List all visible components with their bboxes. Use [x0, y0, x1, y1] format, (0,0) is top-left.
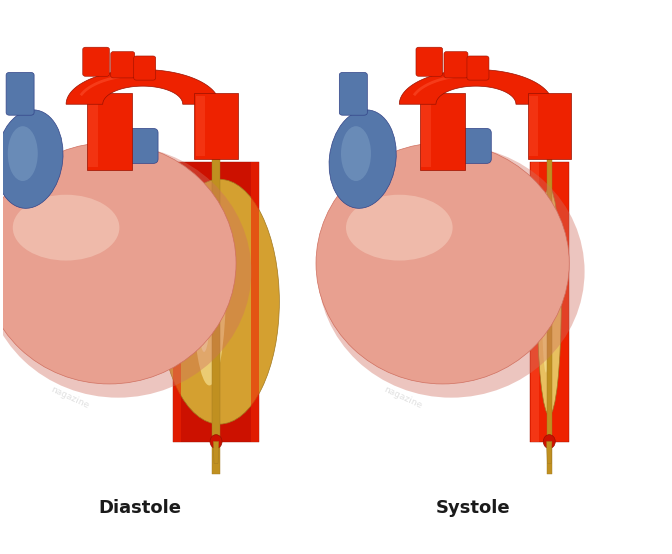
Polygon shape: [196, 96, 205, 156]
Ellipse shape: [196, 210, 212, 352]
Polygon shape: [546, 107, 552, 474]
FancyBboxPatch shape: [424, 129, 491, 163]
Text: nagazine: nagazine: [382, 385, 423, 411]
Polygon shape: [420, 93, 465, 170]
Ellipse shape: [543, 435, 555, 448]
Ellipse shape: [316, 142, 569, 384]
Polygon shape: [399, 70, 552, 104]
Polygon shape: [87, 93, 132, 170]
Text: Systole: Systole: [435, 500, 510, 517]
Polygon shape: [214, 442, 218, 464]
Ellipse shape: [0, 110, 63, 208]
FancyBboxPatch shape: [6, 73, 34, 115]
FancyBboxPatch shape: [431, 138, 461, 153]
Ellipse shape: [0, 145, 251, 398]
FancyBboxPatch shape: [111, 52, 134, 78]
Polygon shape: [212, 107, 220, 474]
Ellipse shape: [538, 188, 561, 415]
Text: nagazine: nagazine: [49, 385, 90, 411]
Polygon shape: [421, 96, 431, 167]
Polygon shape: [173, 162, 259, 442]
FancyBboxPatch shape: [91, 129, 158, 163]
FancyBboxPatch shape: [467, 56, 489, 80]
FancyBboxPatch shape: [83, 47, 110, 76]
Text: nagazine.Apo: nagazine.Apo: [373, 304, 432, 338]
Text: Diastole: Diastole: [98, 500, 181, 517]
Polygon shape: [173, 162, 181, 442]
FancyBboxPatch shape: [444, 52, 468, 78]
Ellipse shape: [13, 195, 120, 260]
Ellipse shape: [193, 192, 226, 386]
Ellipse shape: [8, 126, 38, 181]
Text: nagazine.Apo: nagazine.Apo: [53, 304, 112, 338]
Ellipse shape: [329, 110, 396, 208]
Ellipse shape: [210, 435, 222, 448]
Ellipse shape: [542, 205, 550, 373]
Ellipse shape: [159, 179, 280, 424]
Polygon shape: [532, 162, 539, 442]
FancyBboxPatch shape: [416, 47, 443, 76]
Polygon shape: [194, 93, 238, 159]
Ellipse shape: [346, 195, 453, 260]
Ellipse shape: [0, 142, 236, 384]
Ellipse shape: [341, 126, 371, 181]
Polygon shape: [251, 162, 259, 442]
FancyBboxPatch shape: [97, 138, 128, 153]
Polygon shape: [546, 442, 552, 464]
FancyBboxPatch shape: [339, 73, 368, 115]
Polygon shape: [528, 93, 571, 159]
Ellipse shape: [318, 145, 585, 398]
FancyBboxPatch shape: [134, 56, 156, 80]
Polygon shape: [88, 96, 98, 167]
Polygon shape: [530, 162, 569, 442]
Polygon shape: [66, 70, 219, 104]
Polygon shape: [529, 96, 538, 156]
